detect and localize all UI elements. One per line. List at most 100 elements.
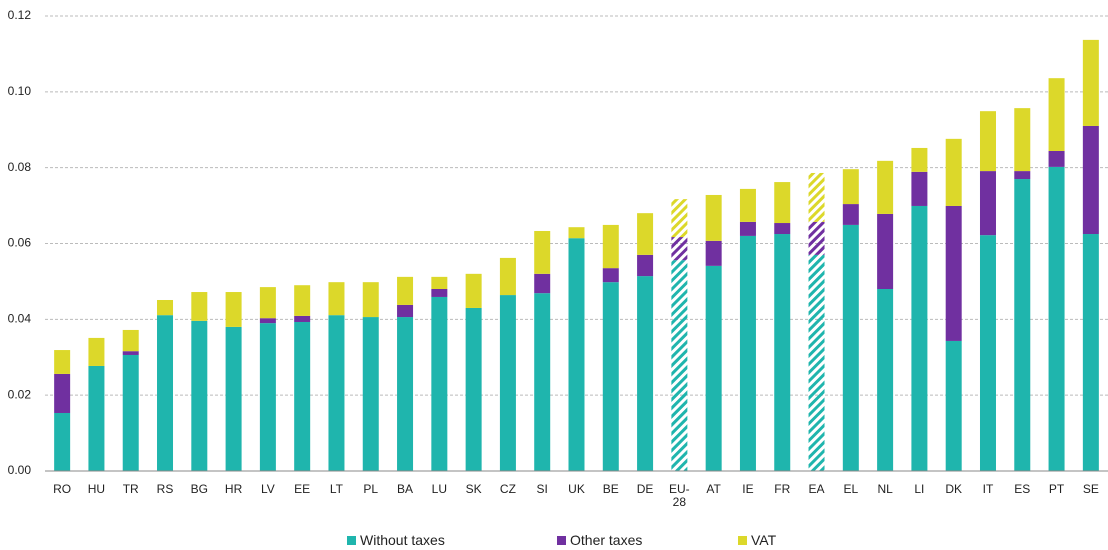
bar-segment [671, 237, 688, 261]
legend-label: Other taxes [570, 532, 643, 548]
x-tick-label: SI [536, 482, 548, 496]
x-tick-label: BA [397, 482, 414, 496]
bar-segment [88, 337, 105, 366]
legend-swatch [347, 535, 356, 545]
bar-segment [945, 340, 962, 471]
bar-segment [842, 204, 859, 225]
legend-swatch [557, 535, 566, 545]
bar-segment [1082, 234, 1099, 471]
bar-segment [328, 282, 345, 316]
x-tick-label: PL [363, 482, 379, 496]
x-tick-label: LU [431, 482, 447, 496]
bar-segment [259, 318, 276, 324]
bar-segment [225, 292, 242, 327]
bar-segment [362, 282, 379, 318]
bar-segment [705, 265, 722, 471]
bar-segment [911, 205, 928, 471]
bar-segment [157, 315, 174, 471]
bar-segment [122, 351, 139, 355]
bar-segment [191, 320, 208, 471]
bar-segment [739, 188, 756, 222]
x-tick-label: IE [742, 482, 754, 496]
legend-label: VAT [751, 532, 777, 548]
bar-segment [534, 230, 551, 274]
bar-segment [54, 373, 71, 413]
bar-segment [1014, 108, 1031, 172]
bar-segment [842, 224, 859, 471]
legend-swatch [738, 535, 747, 545]
bar-segment [294, 315, 311, 322]
x-tick-label: SE [1082, 482, 1099, 496]
y-tick-label: 0.08 [8, 160, 32, 174]
bar-segment [774, 234, 791, 471]
bar-segment [774, 223, 791, 235]
x-tick-label: EE [294, 482, 311, 496]
x-tick-label: FR [774, 482, 791, 496]
bar-segment [88, 365, 105, 471]
bar-segment [465, 273, 482, 308]
x-tick-label: DE [636, 482, 654, 496]
bar-segment [294, 321, 311, 471]
bar-segment [362, 317, 379, 471]
bar-segment [465, 307, 482, 471]
bar-segment [54, 412, 71, 471]
x-tick-label: LV [260, 482, 275, 496]
bar-segment [808, 254, 825, 471]
bar-segment [328, 315, 345, 471]
bar-segment [739, 235, 756, 471]
x-tick-label: CZ [499, 482, 516, 496]
bar-segment [431, 289, 448, 297]
bar-segment [774, 182, 791, 224]
legend-item: Without taxes [347, 532, 445, 548]
x-tick-label: HU [87, 482, 106, 496]
bar-segment [637, 276, 654, 471]
x-tick-label: HR [224, 482, 243, 496]
bar-segment [431, 276, 448, 289]
bar-segment [705, 194, 722, 241]
bar-segment [568, 227, 585, 239]
x-tick-label: EA [808, 482, 825, 496]
bar-segment [602, 282, 619, 471]
bar-segment [979, 171, 996, 236]
y-tick-label: 0.06 [8, 236, 32, 250]
bar-segment [979, 111, 996, 172]
x-tick-label: DK [945, 482, 963, 496]
legend-label: Without taxes [360, 532, 445, 548]
bar-segment [602, 224, 619, 269]
x-tick-label: EU-28 [669, 482, 690, 509]
x-tick-label: EL [843, 482, 859, 496]
y-tick-label: 0.02 [8, 387, 32, 401]
bar-segment [259, 323, 276, 471]
bar-segment [54, 350, 71, 374]
bar-segment [671, 260, 688, 471]
bar-segment [499, 295, 516, 471]
bar-segment [1014, 179, 1031, 471]
x-tick-label: LT [329, 482, 344, 496]
bar-segment [739, 221, 756, 236]
bar-segment [294, 285, 311, 316]
bar-segment [1048, 166, 1065, 472]
bar-segment [602, 268, 619, 283]
bar-segment [911, 147, 928, 172]
x-tick-label: UK [568, 482, 585, 496]
x-tick-label: BG [190, 482, 208, 496]
bar-segment [1082, 125, 1099, 235]
bar-segment [1048, 150, 1065, 167]
bar-segment [808, 221, 825, 255]
x-tick-label: SK [465, 482, 482, 496]
bar-segment [911, 171, 928, 206]
bar-segment [431, 296, 448, 471]
bar-segment [225, 326, 242, 471]
x-tick-label: NL [877, 482, 893, 496]
bar-segment [191, 292, 208, 321]
bar-segment [705, 240, 722, 266]
bar-segment [397, 317, 414, 471]
x-tick-label: RS [156, 482, 174, 496]
bar-segment [397, 276, 414, 305]
bar-segment [637, 254, 654, 277]
legend-item: Other taxes [557, 532, 642, 548]
bar-segment [568, 238, 585, 471]
x-tick-label: PT [1048, 482, 1065, 496]
bar-segment [842, 169, 859, 205]
